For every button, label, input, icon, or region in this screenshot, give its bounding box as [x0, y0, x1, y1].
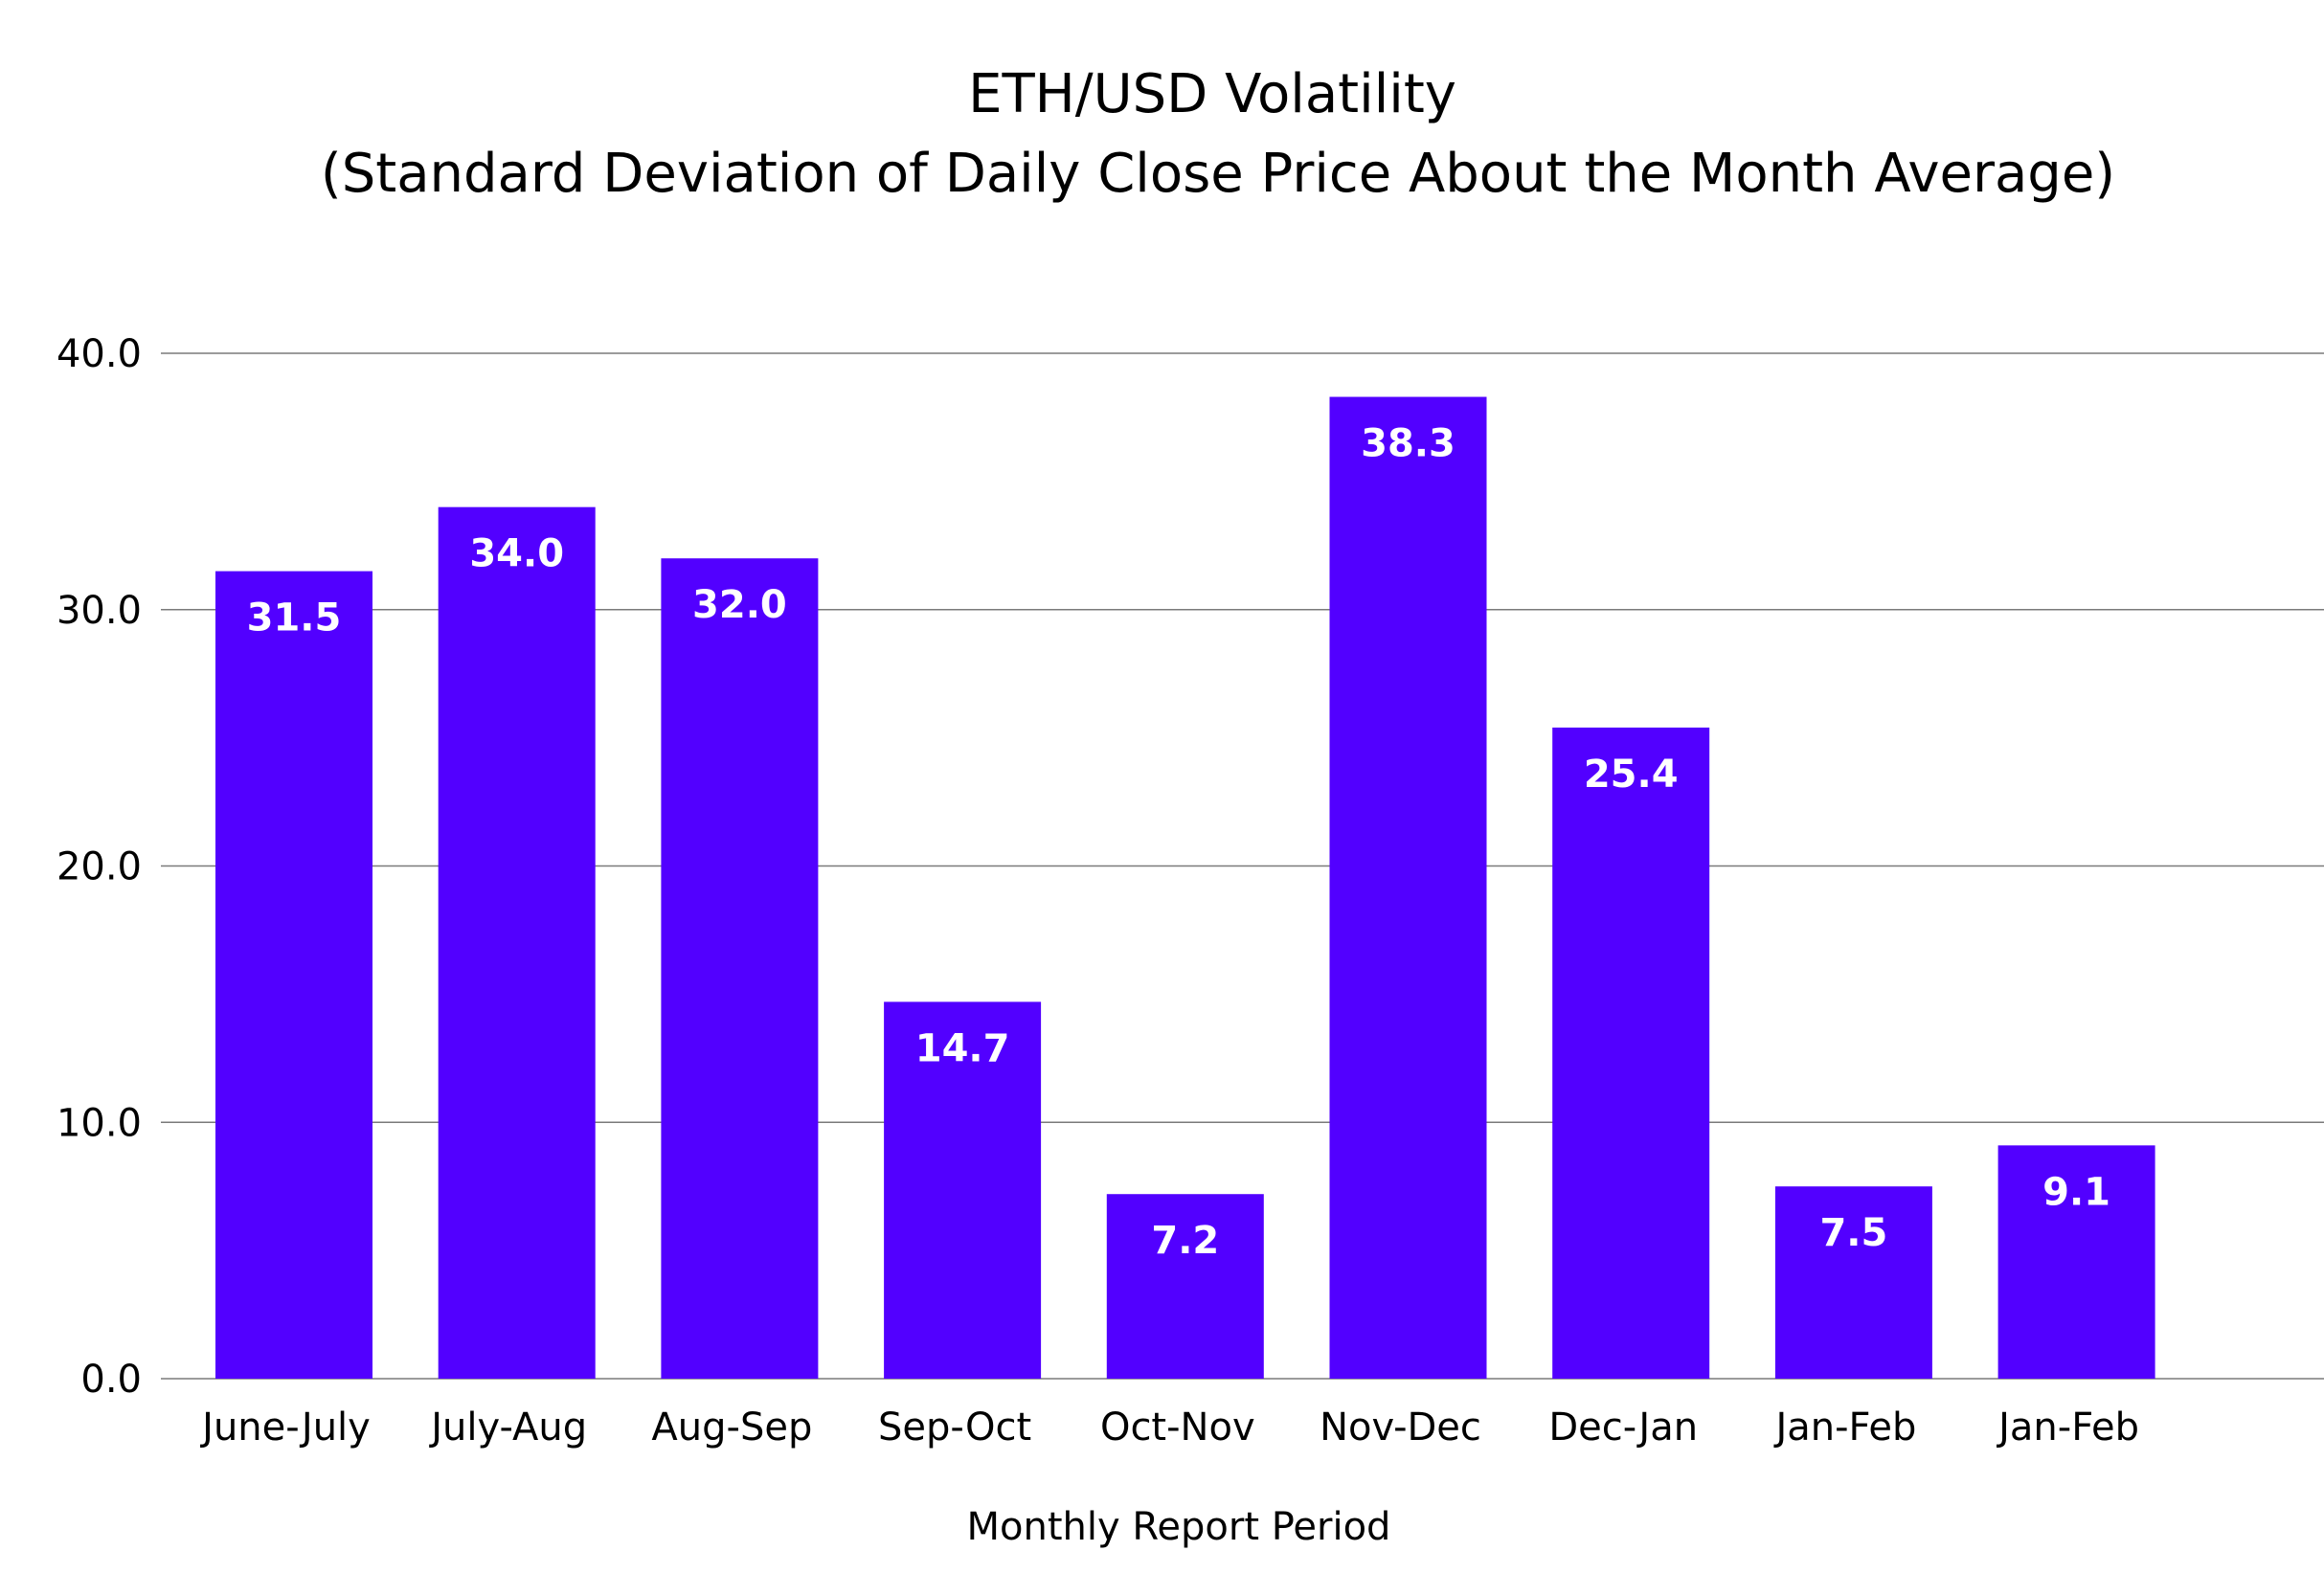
x-category-label: Oct-Nov — [1100, 1405, 1255, 1450]
bar — [438, 506, 596, 1379]
y-tick-label: 40.0 — [56, 332, 142, 376]
chart-subtitle: (Standard Deviation of Daily Close Price… — [321, 143, 2115, 205]
x-category-label: July-Aug — [428, 1405, 587, 1450]
bar — [215, 571, 372, 1379]
bar — [661, 558, 819, 1379]
x-category-label: Aug-Sep — [651, 1405, 812, 1450]
bar — [1774, 1186, 1932, 1379]
y-tick-label: 0.0 — [80, 1358, 142, 1402]
bar — [1997, 1145, 2155, 1379]
bar-value-label: 32.0 — [692, 583, 787, 627]
x-category-label: Dec-Jan — [1548, 1405, 1698, 1450]
bars — [215, 396, 2155, 1380]
x-category-label: Jan-Feb — [1996, 1405, 2139, 1450]
bar-value-label: 7.2 — [1151, 1219, 1219, 1263]
x-axis-categories: June-July July-Aug Aug-Sep Sep-Oct Oct-Nov No… — [199, 1405, 2139, 1450]
x-category-label: June-July — [199, 1405, 371, 1450]
bar-value-label: 25.4 — [1584, 753, 1679, 797]
y-tick-label: 30.0 — [56, 589, 142, 633]
value-labels: 31.5 34.0 32.0 14.7 7.2 38.3 25.4 7.5 9.1 — [247, 422, 2110, 1264]
y-axis-ticks: 0.0 10.0 20.0 30.0 40.0 — [56, 332, 142, 1402]
bar — [1106, 1194, 1264, 1379]
bar-value-label: 14.7 — [915, 1026, 1010, 1070]
bar-value-label: 31.5 — [247, 596, 342, 641]
bar — [1329, 396, 1487, 1380]
bar-value-label: 34.0 — [469, 532, 564, 576]
bar-value-label: 9.1 — [2042, 1170, 2110, 1214]
bar — [1552, 727, 1710, 1379]
bar — [884, 1001, 1042, 1379]
x-axis-title: Monthly Report Period — [967, 1505, 1391, 1549]
x-category-label: Nov-Dec — [1320, 1405, 1481, 1450]
y-tick-label: 10.0 — [56, 1101, 142, 1145]
y-tick-label: 20.0 — [56, 845, 142, 889]
x-category-label: Sep-Oct — [878, 1405, 1031, 1450]
x-category-label: Jan-Feb — [1772, 1405, 1916, 1450]
bar-value-label: 7.5 — [1819, 1211, 1887, 1255]
chart-title: ETH/USD Volatility — [968, 63, 1456, 125]
bar-value-label: 38.3 — [1361, 422, 1455, 466]
